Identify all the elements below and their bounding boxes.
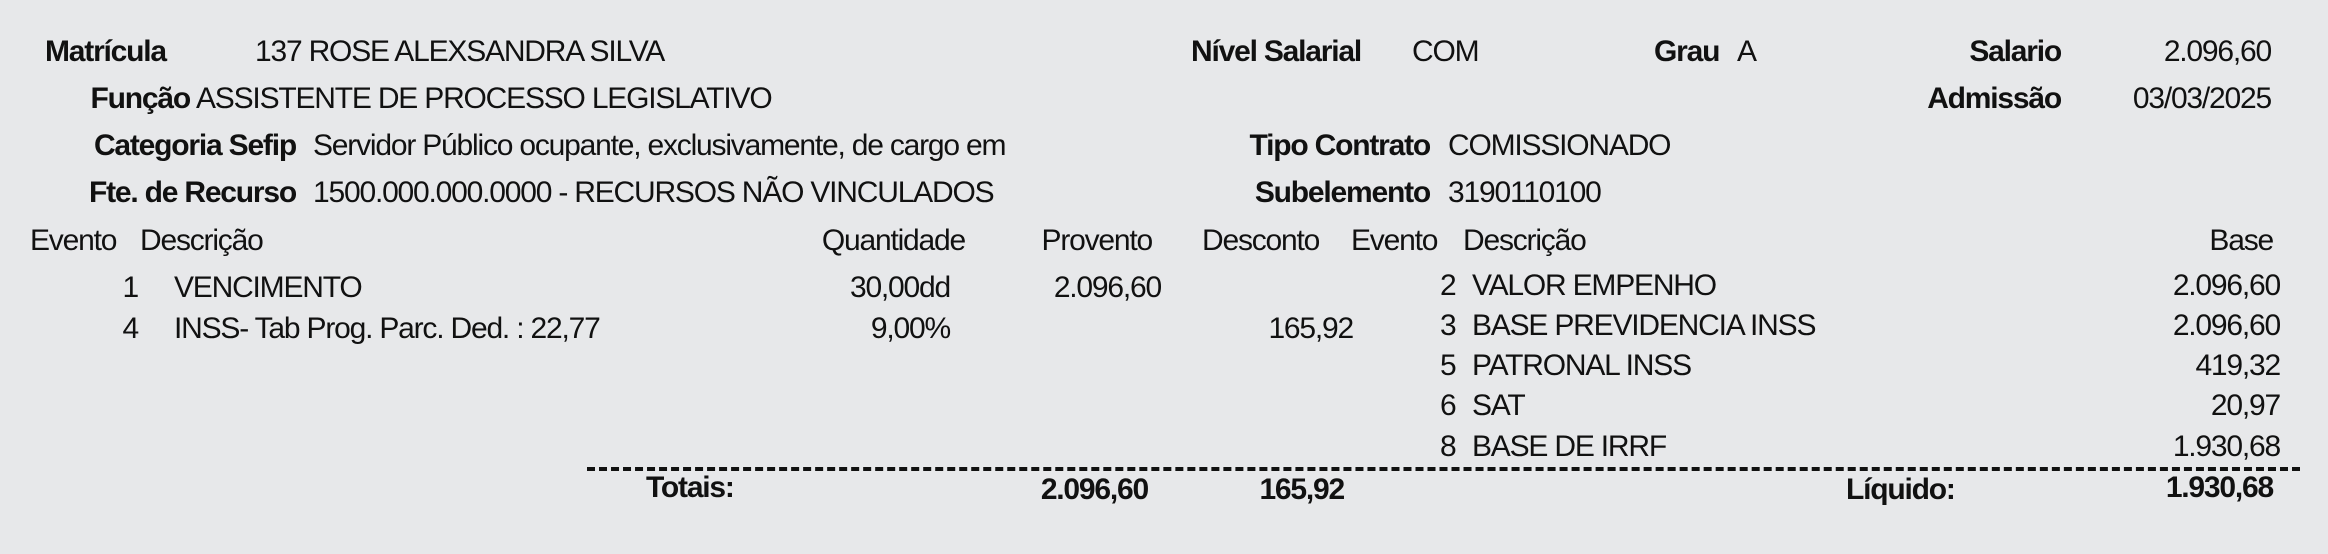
- funcao-value: ASSISTENTE DE PROCESSO LEGISLATIVO: [196, 82, 773, 115]
- grau-value: A: [1737, 35, 1757, 68]
- col-quantidade: Quantidade: [821, 224, 966, 257]
- matricula-label: Matrícula: [45, 35, 167, 68]
- categoria-sefip-value: Servidor Público ocupante, exclusivament…: [313, 129, 1006, 162]
- categoria-sefip-label: Categoria Sefip: [93, 129, 297, 162]
- base-event-number: 6: [1440, 389, 1457, 422]
- event-quantity: 9,00%: [870, 312, 951, 345]
- event-quantity: 30,00dd: [849, 271, 951, 304]
- totals-label: Totais:: [646, 471, 735, 504]
- fonte-recurso-value: 1500.000.000.0000 - RECURSOS NÃO VINCULA…: [313, 176, 995, 209]
- grau-label: Grau: [1654, 35, 1720, 68]
- nivel-salarial-value: COM: [1412, 35, 1480, 68]
- admissao-value: 03/03/2025: [2132, 82, 2272, 115]
- tipo-contrato-value: COMISSIONADO: [1448, 129, 1671, 162]
- base-event-number: 3: [1440, 309, 1457, 342]
- col-descricao-base: Descrição: [1463, 224, 1587, 257]
- subelemento-value: 3190110100: [1448, 176, 1602, 209]
- col-evento-base: Evento: [1351, 224, 1438, 257]
- salario-value: 2.096,60: [2163, 35, 2272, 68]
- base-description: PATRONAL INSS: [1472, 349, 1692, 382]
- admissao-label: Admissão: [1927, 82, 2062, 115]
- base-description: BASE PREVIDENCIA INSS: [1472, 309, 1816, 342]
- salario-label: Salario: [1969, 35, 2062, 68]
- event-provento: 2.096,60: [1053, 271, 1162, 304]
- liquido-value: 1.930,68: [2165, 471, 2274, 504]
- subelemento-label: Subelemento: [1254, 176, 1431, 209]
- base-event-number: 2: [1440, 269, 1457, 302]
- base-description: BASE DE IRRF: [1472, 430, 1667, 463]
- fonte-recurso-label: Fte. de Recurso: [88, 176, 297, 209]
- liquido-label: Líquido:: [1846, 473, 1956, 506]
- base-description: SAT: [1472, 389, 1526, 422]
- event-number: 4: [122, 312, 140, 345]
- base-description: VALOR EMPENHO: [1472, 269, 1717, 302]
- event-desconto: 165,92: [1268, 312, 1354, 345]
- total-proventos: 2.096,60: [1040, 473, 1149, 506]
- tipo-contrato-label: Tipo Contrato: [1249, 129, 1432, 162]
- nivel-salarial-label: Nível Salarial: [1191, 35, 1362, 68]
- funcao-label: Função: [90, 82, 192, 115]
- base-event-number: 5: [1440, 349, 1457, 382]
- base-value: 20,97: [2210, 389, 2281, 422]
- base-value: 419,32: [2195, 349, 2281, 382]
- matricula-value: 137 ROSE ALEXSANDRA SILVA: [255, 35, 665, 68]
- col-provento: Provento: [1041, 224, 1154, 257]
- base-value: 1.930,68: [2172, 430, 2281, 463]
- base-value: 2.096,60: [2172, 309, 2281, 342]
- base-value: 2.096,60: [2172, 269, 2281, 302]
- totals-divider: [587, 467, 2300, 471]
- col-evento: Evento: [30, 224, 117, 257]
- col-descricao: Descrição: [140, 224, 264, 257]
- event-description: VENCIMENTO: [174, 271, 363, 304]
- col-desconto: Desconto: [1202, 224, 1320, 257]
- col-base: Base: [2209, 224, 2274, 257]
- event-number: 1: [122, 271, 140, 304]
- base-event-number: 8: [1440, 430, 1457, 463]
- total-descontos: 165,92: [1259, 473, 1345, 506]
- event-description: INSS- Tab Prog. Parc. Ded. : 22,77: [174, 312, 601, 345]
